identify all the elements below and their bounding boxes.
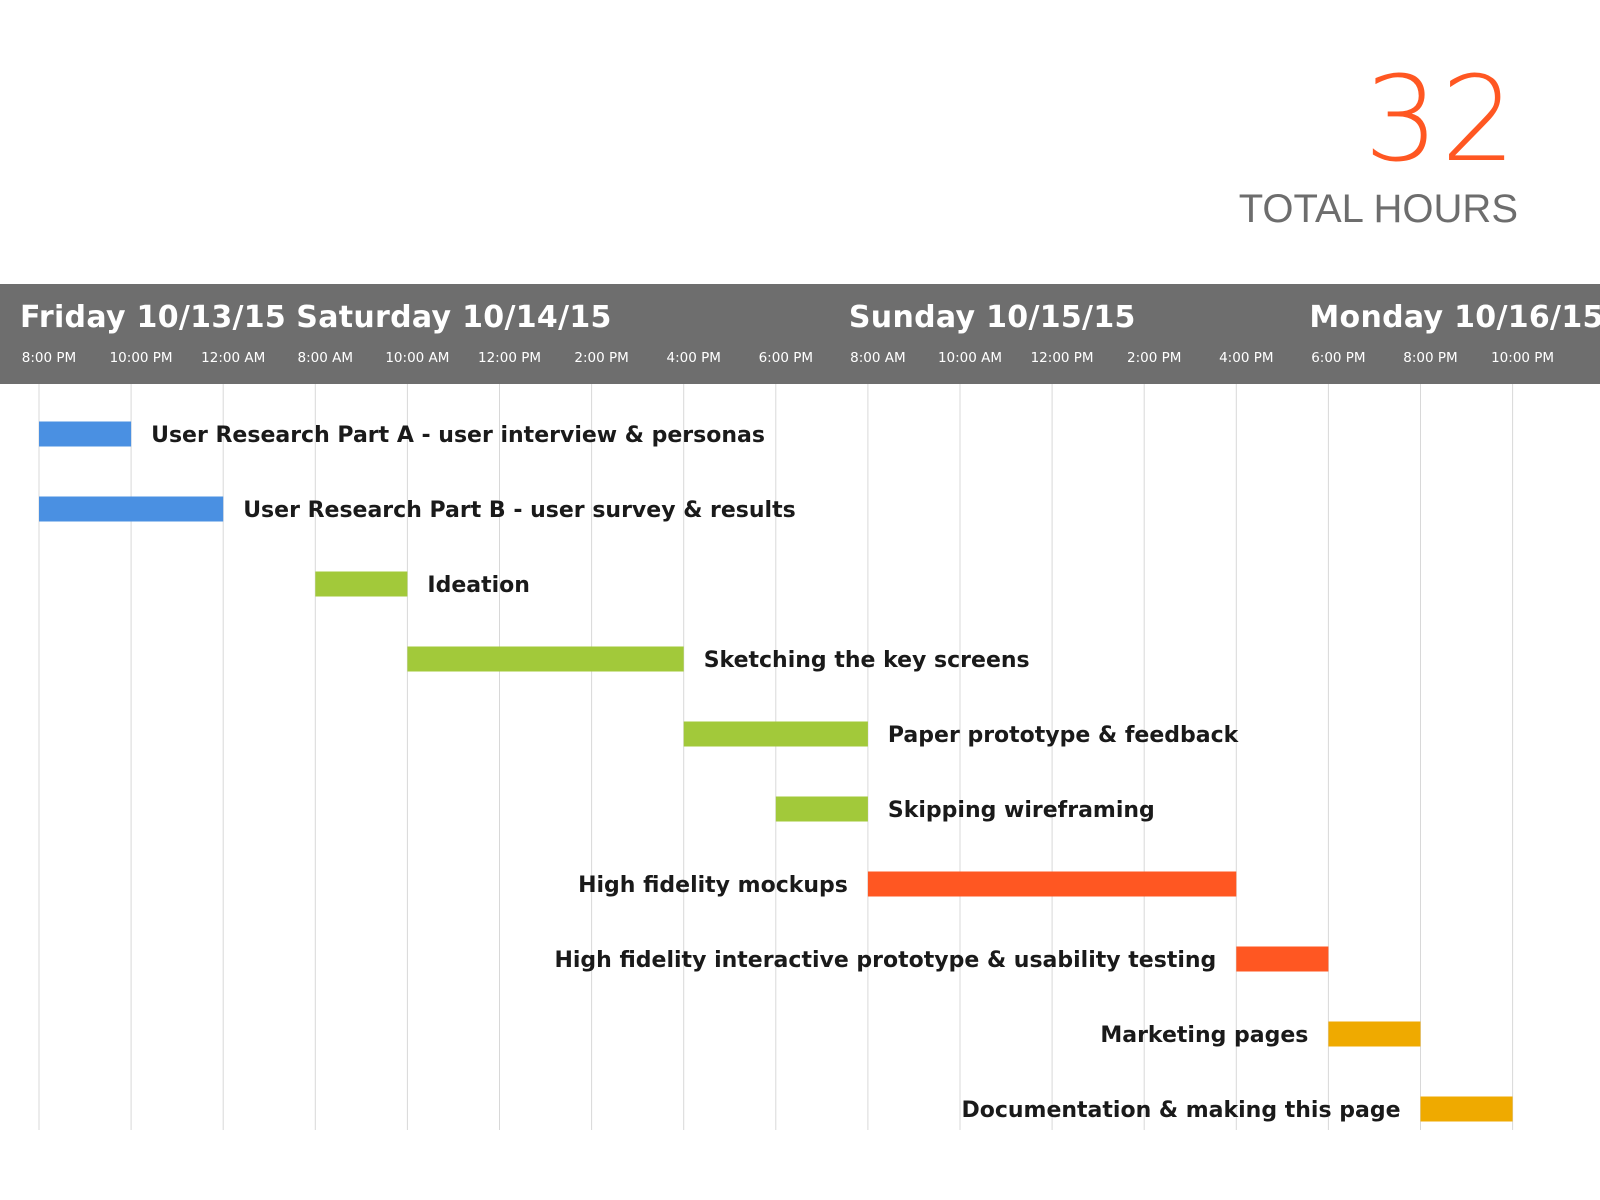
task-bar[interactable]	[315, 571, 408, 597]
task-bar[interactable]	[1420, 1096, 1513, 1122]
task-bar[interactable]	[39, 496, 224, 522]
task-label: Marketing pages	[1100, 1023, 1308, 1048]
task-label: User Research Part A - user interview & …	[151, 423, 765, 448]
total-hours-summary: 32 TOTAL HOURS	[1239, 60, 1518, 232]
task-bar[interactable]	[39, 421, 132, 447]
task-label: Skipping wireframing	[888, 798, 1155, 823]
time-tick-label: 4:00 PM	[1219, 350, 1274, 366]
task-bar[interactable]	[775, 796, 868, 822]
timeline-header: Friday 10/13/15 Saturday 10/14/15 Sunday 1…	[0, 284, 1600, 384]
time-tick-label: 12:00 PM	[1030, 350, 1094, 366]
task-label: Ideation	[427, 573, 530, 598]
day-label: Sunday 10/15/15	[848, 300, 1136, 335]
day-label: Saturday 10/14/15	[296, 300, 612, 335]
task-label: Documentation & making this page	[961, 1098, 1400, 1123]
task-bar[interactable]	[1328, 1021, 1421, 1047]
day-label: Monday 10/16/15	[1309, 300, 1600, 335]
task-label: User Research Part B - user survey & res…	[243, 498, 796, 523]
day-label: Friday 10/13/15	[20, 300, 287, 335]
time-tick-label: 6:00 PM	[1311, 350, 1366, 366]
time-tick-label: 10:00 PM	[1491, 350, 1555, 366]
time-tick-label: 6:00 PM	[758, 350, 813, 366]
task-bar[interactable]	[407, 646, 684, 672]
total-hours-label: TOTAL HOURS	[1238, 187, 1518, 231]
task-bar[interactable]	[683, 721, 868, 747]
time-tick-label: 8:00 AM	[297, 350, 354, 366]
task-label: Paper prototype & feedback	[888, 723, 1240, 748]
task-bar[interactable]	[867, 871, 1237, 897]
task-label: Sketching the key screens	[704, 648, 1030, 673]
gantt-chart: User Research Part A - user interview & …	[38, 384, 1514, 1130]
time-tick-label: 10:00 AM	[385, 350, 450, 366]
time-tick-label: 10:00 PM	[109, 350, 173, 366]
time-tick-label: 8:00 AM	[850, 350, 906, 366]
time-tick-label: 2:00 PM	[1126, 350, 1182, 366]
total-hours-value: 32	[1363, 50, 1518, 188]
task-bar[interactable]	[1236, 946, 1329, 972]
time-tick-label: 12:00 AM	[201, 350, 266, 366]
time-tick-label: 2:00 PM	[574, 350, 629, 366]
task-label: High fidelity mockups	[578, 873, 848, 898]
time-tick-label: 8:00 PM	[1403, 350, 1458, 366]
time-tick-label: 10:00 AM	[937, 350, 1003, 366]
time-tick-label: 8:00 PM	[21, 350, 77, 366]
task-label: High fidelity interactive prototype & us…	[554, 948, 1216, 973]
time-tick-label: 4:00 PM	[666, 350, 721, 366]
time-tick-label: 12:00 PM	[478, 350, 541, 366]
